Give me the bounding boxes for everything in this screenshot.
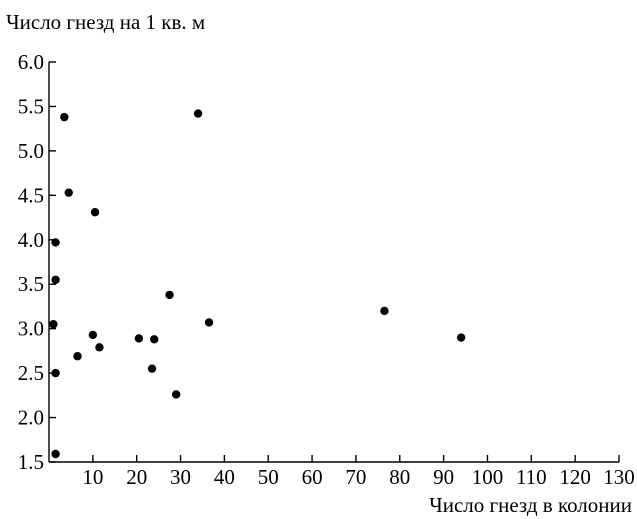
- x-tick-label: 40: [214, 465, 235, 489]
- data-point: [95, 343, 104, 352]
- data-point: [88, 330, 98, 340]
- x-tick-label: 50: [258, 465, 279, 489]
- y-tick-label: 5.0: [18, 139, 44, 163]
- data-point: [204, 318, 214, 327]
- data-point: [51, 238, 60, 247]
- x-tick-label: 10: [82, 465, 103, 489]
- x-axis-title: Число гнезд в колонии: [429, 493, 632, 517]
- data-point: [193, 109, 203, 118]
- y-tick-label: 2.0: [18, 406, 44, 430]
- y-tick-label: 1.5: [18, 450, 44, 474]
- data-point: [64, 188, 73, 197]
- x-tick-label: 100: [472, 465, 504, 489]
- data-points: [49, 109, 466, 459]
- y-tick-label: 4.5: [18, 183, 44, 207]
- data-point: [456, 333, 466, 342]
- data-point: [51, 275, 60, 284]
- data-point: [60, 112, 69, 122]
- y-tick-label: 3.5: [18, 272, 44, 296]
- y-tick-label: 6.0: [18, 50, 44, 74]
- data-point: [51, 368, 60, 378]
- x-tick-label: 80: [389, 465, 410, 489]
- data-point: [171, 390, 181, 399]
- data-point: [51, 449, 60, 459]
- data-point: [49, 320, 58, 329]
- x-tick-label: 130: [603, 465, 635, 489]
- x-tick-label: 90: [433, 465, 454, 489]
- x-tick-label: 60: [302, 465, 323, 489]
- x-axis-ticks: 10 20 30 40 50 60 70 80 90 100 110 120 130: [82, 455, 635, 489]
- x-tick-label: 120: [559, 465, 591, 489]
- data-point: [147, 364, 157, 373]
- y-tick-label: 5.5: [18, 94, 44, 118]
- x-tick-label: 110: [516, 465, 547, 489]
- y-tick-label: 4.0: [18, 228, 44, 252]
- x-tick-label: 30: [170, 465, 191, 489]
- y-tick-label: 2.5: [18, 361, 44, 385]
- data-point: [134, 334, 144, 343]
- data-point: [150, 335, 159, 344]
- x-tick-label: 20: [126, 465, 147, 489]
- data-point: [90, 208, 100, 217]
- y-tick-label: 3.0: [18, 317, 44, 341]
- y-axis-ticks: 1.5 2.0 2.5 3.0 3.5 4.0 4.5 5.0 5.5 6.0: [18, 50, 56, 474]
- data-point: [380, 306, 389, 316]
- data-point: [165, 290, 174, 300]
- y-axis-title: Число гнезд на 1 кв. м: [6, 10, 205, 34]
- data-point: [73, 352, 82, 361]
- x-tick-label: 70: [345, 465, 366, 489]
